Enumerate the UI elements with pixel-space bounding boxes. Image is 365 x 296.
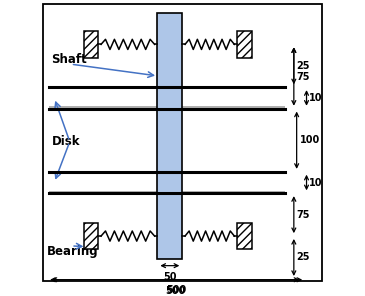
Bar — [237, 223, 252, 250]
Text: 25: 25 — [297, 61, 310, 71]
Text: Shaft: Shaft — [51, 53, 87, 66]
Text: Bearing: Bearing — [47, 245, 99, 258]
Text: 75: 75 — [297, 72, 310, 81]
Text: 25: 25 — [297, 252, 310, 263]
Bar — [49, 191, 285, 193]
Text: 100: 100 — [299, 135, 320, 145]
Bar — [49, 106, 285, 109]
Bar — [237, 31, 252, 58]
Text: 10: 10 — [310, 178, 323, 187]
Bar — [84, 31, 98, 58]
Text: 10: 10 — [310, 93, 323, 103]
Text: 75: 75 — [297, 210, 310, 220]
Text: 500: 500 — [165, 286, 185, 296]
Text: 500: 500 — [166, 285, 186, 295]
Bar — [157, 13, 182, 259]
Text: 50: 50 — [163, 272, 177, 282]
Bar — [49, 172, 285, 193]
Bar — [49, 87, 285, 109]
Text: Disk: Disk — [51, 135, 80, 148]
Bar — [49, 87, 285, 89]
Bar — [84, 223, 98, 250]
Bar — [49, 172, 285, 174]
